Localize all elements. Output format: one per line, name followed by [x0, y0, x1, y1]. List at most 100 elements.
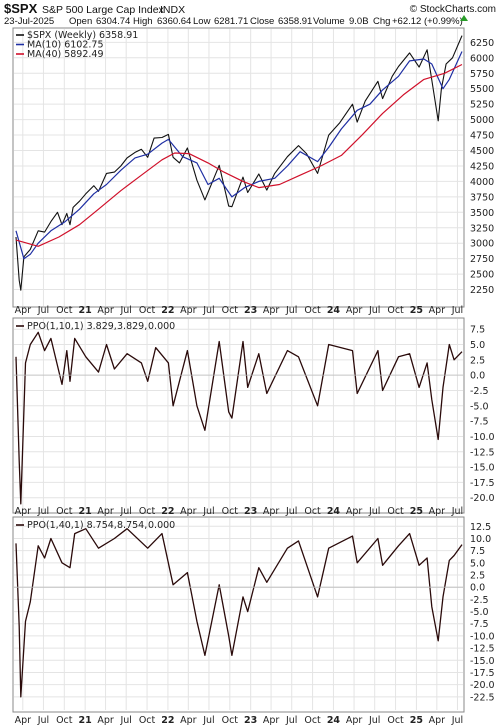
x-tick-label: Oct	[387, 506, 404, 517]
y-tick-label: -2.5	[470, 386, 489, 397]
y-tick-label: -17.5	[470, 478, 495, 489]
ppo-hist-value: 3.829,	[117, 321, 147, 332]
x-tick-label: Apr	[97, 506, 114, 517]
high-label: High	[133, 16, 153, 27]
x-tick-label: 24	[327, 305, 341, 316]
chg-value: +62.12 (+0.99%)	[392, 16, 463, 27]
x-tick-label: Oct	[139, 506, 156, 517]
x-tick-label: Oct	[304, 506, 321, 517]
x-tick-label: Jul	[368, 715, 380, 726]
x-tick-label: 23	[244, 305, 257, 316]
x-tick-label: Apr	[429, 305, 446, 316]
x-tick-label: Jul	[119, 506, 131, 517]
y-tick-label: -5.0	[470, 401, 489, 412]
x-tick-label: Jul	[37, 715, 49, 726]
x-tick-label: Jul	[119, 305, 131, 316]
x-tick-label: 25	[410, 715, 423, 726]
y-tick-label: -15.0	[470, 656, 495, 667]
x-tick-label: Oct	[222, 305, 239, 316]
x-tick-label: Jul	[285, 305, 297, 316]
y-tick-label: -7.5	[470, 417, 489, 428]
ppo-legend-label: PPO(1,10,1) 3.829,	[27, 321, 117, 332]
x-tick-label: Jul	[285, 715, 297, 726]
x-tick-label: Apr	[346, 305, 363, 316]
y-tick-label: 3000	[470, 239, 494, 250]
chg-label: Chg	[373, 16, 390, 27]
x-tick-label: Apr	[180, 715, 197, 726]
x-tick-label: Apr	[15, 715, 32, 726]
series-line-ppo-1-40-1	[15, 528, 463, 698]
x-tick-label: 24	[327, 715, 341, 726]
y-tick-label: 4000	[470, 177, 494, 188]
x-tick-label: Oct	[56, 715, 73, 726]
x-tick-label: Oct	[304, 715, 321, 726]
y-tick-label: 6000	[470, 53, 494, 64]
x-tick-label: Apr	[263, 715, 280, 726]
y-tick-label: 2.5	[470, 571, 485, 582]
x-tick-label: Jul	[202, 715, 214, 726]
x-tick-label: 25	[410, 506, 423, 517]
y-tick-label: 7.5	[470, 546, 485, 557]
y-tick-label: -10.0	[470, 631, 495, 642]
ppo-legend-label: PPO(1,40,1) 8.754,	[27, 520, 117, 531]
y-tick-label: -7.5	[470, 619, 489, 630]
x-tick-label: 22	[161, 305, 174, 316]
price-panel-frame	[12, 27, 465, 308]
y-tick-label: 2250	[470, 285, 494, 296]
x-tick-label: Apr	[180, 305, 197, 316]
y-tick-label: 3250	[470, 223, 494, 234]
y-tick-label: 5250	[470, 100, 494, 111]
x-tick-label: Oct	[139, 305, 156, 316]
y-tick-label: -12.5	[470, 447, 495, 458]
x-tick-label: Jul	[37, 305, 49, 316]
low-label: Low	[193, 16, 211, 27]
x-tick-label: Apr	[263, 506, 280, 517]
series-line-ppo-1-10-1	[15, 331, 463, 505]
y-tick-label: 3750	[470, 192, 494, 203]
y-tick-label: 0.0	[470, 371, 485, 382]
x-tick-label: Jul	[451, 305, 463, 316]
y-tick-label: -2.5	[470, 595, 489, 606]
legend-entry: MA(10) 6102.75	[27, 40, 104, 51]
ppo-signal-value: 0.000	[148, 321, 175, 332]
series-line-ma-10	[15, 51, 463, 260]
x-tick-label: Jul	[37, 506, 49, 517]
x-tick-label: Apr	[429, 506, 446, 517]
x-tick-label: Oct	[56, 305, 73, 316]
y-tick-label: 2750	[470, 254, 494, 265]
y-tick-label: 10.0	[470, 534, 491, 545]
exchange-label: INDX	[160, 4, 185, 16]
open-value: 6304.74	[96, 16, 130, 27]
x-tick-label: Oct	[222, 506, 239, 517]
y-tick-label: 12.5	[470, 522, 491, 533]
gridlines	[14, 29, 463, 710]
x-tick-label: 23	[244, 506, 257, 517]
x-tick-label: Jul	[451, 715, 463, 726]
x-tick-label: 22	[161, 715, 174, 726]
y-tick-label: 5.0	[470, 558, 485, 569]
y-tick-label: -22.5	[470, 692, 495, 703]
ppo-short-panel-frame	[12, 317, 465, 514]
x-tick-label: Oct	[56, 506, 73, 517]
x-tick-label: Apr	[263, 305, 280, 316]
y-tick-label: 6250	[470, 38, 494, 49]
x-tick-label: Jul	[451, 506, 463, 517]
x-tick-label: Apr	[97, 715, 114, 726]
x-tick-label: Oct	[387, 715, 404, 726]
y-tick-label: 0.0	[470, 583, 485, 594]
y-tick-label: 2.5	[470, 355, 485, 366]
symbol-title: $SPX	[4, 1, 38, 16]
volume-value: 9.0B	[349, 16, 369, 27]
x-tick-label: Oct	[222, 715, 239, 726]
x-tick-label: Apr	[346, 506, 363, 517]
y-tick-label: 4250	[470, 161, 494, 172]
x-tick-label: Apr	[346, 715, 363, 726]
legend-entry: $SPX (Weekly) 6358.91	[27, 30, 138, 41]
open-label: Open	[69, 16, 92, 27]
x-tick-label: Apr	[97, 305, 114, 316]
zero-line-marks	[14, 374, 463, 588]
series-line-spx-weekly	[15, 35, 463, 291]
x-tick-label: Jul	[368, 305, 380, 316]
y-tick-label: 4500	[470, 146, 494, 157]
low-value: 6281.71	[214, 16, 248, 27]
